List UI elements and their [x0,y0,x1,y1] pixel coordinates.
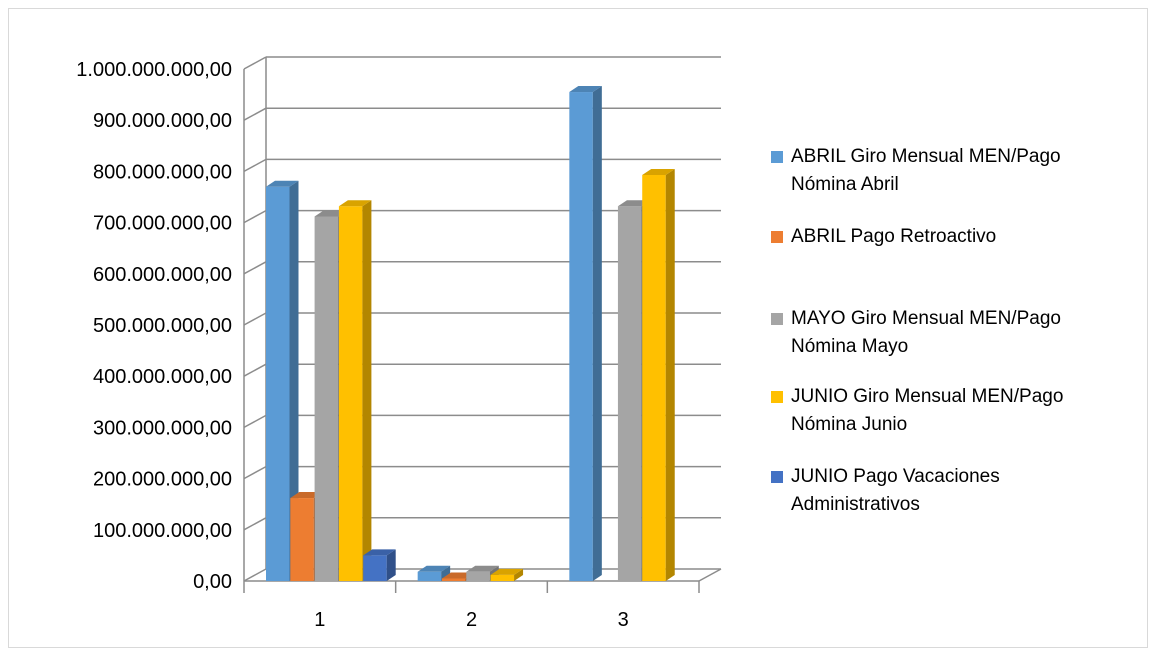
bar-side [592,86,602,581]
side-wall-gridline [243,209,267,224]
bar-top [417,565,451,572]
bar-front [642,174,666,581]
bar-top [490,568,524,575]
bar-front [266,186,290,581]
side-wall-gridline [243,107,267,121]
side-wall-gridline [243,465,267,480]
bar-front [363,555,387,581]
bar-front [466,571,490,581]
bar [363,549,396,581]
bar [569,86,602,581]
x-tick-label: 3 [618,609,629,631]
y-tick-label: 700.000.000,00 [93,213,232,235]
bar-front [290,498,314,581]
bar-chart: 0,00 100.000.000,00 200.000.000,00 300.000.… [76,56,1063,631]
legend-swatch [771,313,783,325]
bar-side [386,549,396,581]
legend-label: MAYO Giro Mensual MEN/Pago [791,308,1061,329]
side-wall-gridline [243,312,267,326]
side-wall-gridline [243,568,267,582]
legend-label: Nómina Junio [791,414,907,435]
y-tick-label: 300.000.000,00 [93,417,232,439]
bar [490,568,524,581]
legend-label: Nómina Mayo [791,336,908,357]
legend-swatch [771,151,783,163]
bar-top [338,200,372,207]
legend-label: JUNIO Pago Vacaciones [791,466,1000,487]
legend-label: Nómina Abril [791,174,899,195]
legend-swatch [771,471,783,483]
bar-front [338,206,363,581]
bar-top [466,565,499,572]
legend-swatch [771,231,783,243]
bar-side [514,568,524,581]
chart-frame: 0,00 100.000.000,00 200.000.000,00 300.000.… [8,8,1148,648]
legend-label: Administrativos [791,494,920,515]
y-tick-label: 0,00 [193,571,232,593]
legend-label: ABRIL Giro Mensual MEN/Pago [791,146,1061,167]
bar-top [642,168,675,175]
x-tick-label: 1 [314,609,325,631]
bar-front [417,571,442,581]
bar-top [266,180,299,187]
side-wall-gridline [243,517,267,531]
floor-right-edge [698,568,722,582]
bar-front [490,574,515,581]
side-wall-gridline [243,158,267,173]
y-tick-label: 400.000.000,00 [93,366,232,388]
bar [266,180,299,581]
bar-front [617,206,642,581]
bar-top [363,549,396,556]
bar-side [289,180,299,581]
bar [338,200,372,581]
legend-label: ABRIL Pago Retroactivo [791,226,996,247]
side-wall-gridline [243,363,267,377]
bar-side [362,200,372,581]
bar-top [569,86,602,93]
y-tick-label: 1.000.000.000,00 [76,59,232,81]
side-wall-gridline [243,414,267,429]
side-wall-gridline [243,56,267,70]
bar-side [441,565,451,581]
y-tick-label: 200.000.000,00 [93,469,232,491]
y-tick-label: 800.000.000,00 [93,161,232,183]
bar-front [441,578,466,581]
bar-side [665,168,675,581]
y-tick-label: 500.000.000,00 [93,315,232,337]
y-tick-label: 100.000.000,00 [93,520,232,542]
y-tick-label: 600.000.000,00 [93,264,232,286]
bar-front [569,92,593,581]
x-tick-label: 2 [466,609,477,631]
legend-swatch [771,391,783,403]
bar [642,168,675,581]
side-wall-gridline [243,261,267,275]
legend-label: JUNIO Giro Mensual MEN/Pago [791,386,1063,407]
y-tick-label: 900.000.000,00 [93,110,232,132]
bar [417,565,451,581]
bar-front [314,216,339,581]
